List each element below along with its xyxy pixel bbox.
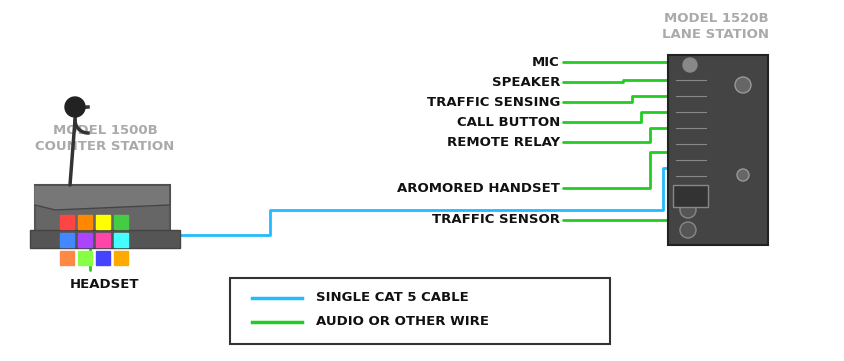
Polygon shape — [35, 185, 170, 210]
Bar — [60, 251, 74, 265]
Circle shape — [734, 77, 750, 93]
Circle shape — [679, 222, 695, 238]
Circle shape — [679, 202, 695, 218]
Text: LANE STATION: LANE STATION — [662, 27, 769, 40]
Text: MIC: MIC — [532, 56, 560, 69]
Text: COUNTER STATION: COUNTER STATION — [35, 140, 175, 153]
Text: AUDIO OR OTHER WIRE: AUDIO OR OTHER WIRE — [316, 316, 489, 329]
Bar — [114, 215, 127, 229]
Text: SINGLE CAT 5 CABLE: SINGLE CAT 5 CABLE — [316, 291, 468, 304]
Bar — [668, 55, 767, 245]
Bar — [114, 233, 127, 247]
Bar — [78, 215, 92, 229]
Bar — [230, 278, 609, 344]
Bar — [96, 215, 110, 229]
Circle shape — [65, 97, 85, 117]
Bar — [96, 251, 110, 265]
Text: SPEAKER: SPEAKER — [491, 75, 560, 88]
Bar — [60, 233, 74, 247]
Text: TRAFFIC SENSING: TRAFFIC SENSING — [426, 96, 560, 109]
Bar — [672, 185, 707, 207]
Circle shape — [736, 169, 748, 181]
Text: CALL BUTTON: CALL BUTTON — [457, 116, 560, 129]
Bar — [60, 215, 74, 229]
Bar — [114, 251, 127, 265]
Bar — [96, 233, 110, 247]
Bar — [78, 233, 92, 247]
Circle shape — [682, 58, 696, 72]
Text: REMOTE RELAY: REMOTE RELAY — [446, 135, 560, 148]
Text: MODEL 1520B: MODEL 1520B — [663, 12, 767, 25]
Text: AROMORED HANDSET: AROMORED HANDSET — [397, 182, 560, 195]
Bar — [78, 251, 92, 265]
Text: TRAFFIC SENSOR: TRAFFIC SENSOR — [431, 213, 560, 226]
Bar — [35, 185, 170, 240]
Bar — [30, 230, 180, 248]
Text: MODEL 1500B: MODEL 1500B — [52, 123, 157, 136]
Text: HEADSET: HEADSET — [70, 278, 139, 291]
